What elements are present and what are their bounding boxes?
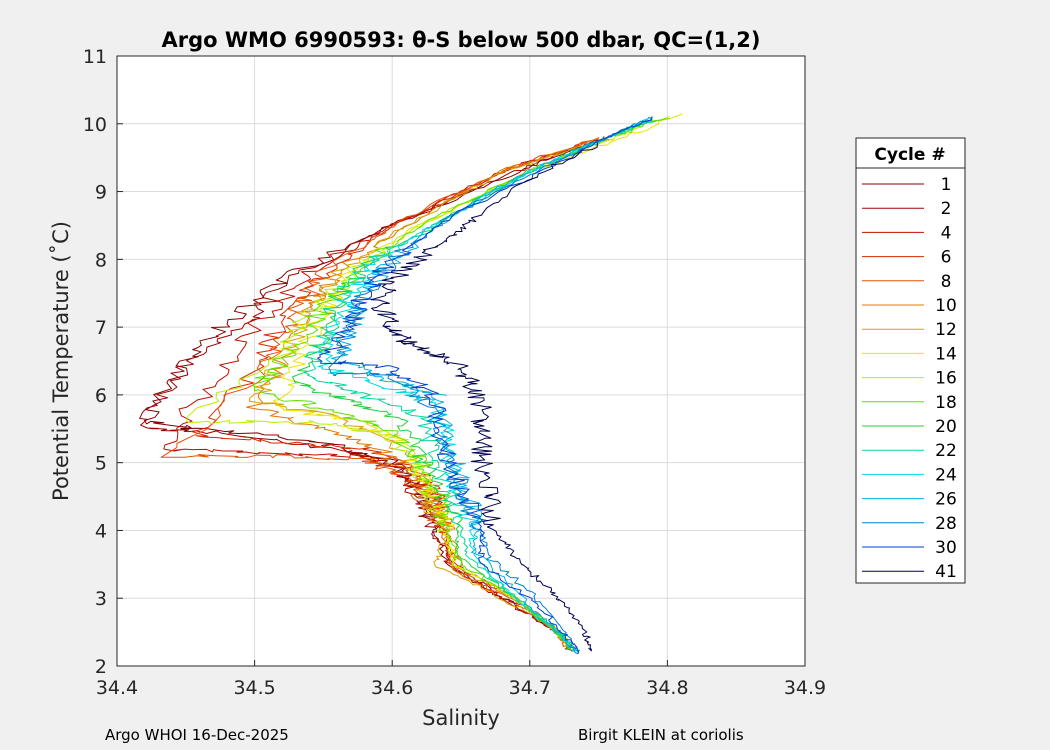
chart-title: Argo WMO 6990593: θ-S below 500 dbar, QC… [162, 28, 761, 52]
series-line-cycle-28 [328, 117, 653, 655]
y-tick-label: 6 [95, 385, 107, 407]
y-tick-label: 5 [95, 453, 107, 475]
legend-label-cycle-4: 4 [941, 223, 952, 243]
series-lines [139, 113, 683, 655]
series-line-cycle-18 [251, 118, 670, 650]
y-tick-label: 8 [95, 249, 107, 271]
legend-label-cycle-1: 1 [941, 175, 952, 195]
y-tick-label: 2 [95, 656, 107, 678]
x-tick-label: 34.7 [509, 677, 551, 699]
legend-title: Cycle # [874, 145, 945, 165]
series-line-cycle-41 [370, 142, 598, 652]
legend-label-cycle-20: 20 [935, 417, 957, 437]
y-tick-label: 4 [95, 520, 107, 542]
legend-label-cycle-41: 41 [935, 562, 957, 582]
series-line-cycle-26 [330, 116, 652, 653]
legend-label-cycle-14: 14 [935, 344, 957, 364]
legend-label-cycle-26: 26 [935, 490, 957, 510]
legend-label-cycle-12: 12 [935, 320, 957, 340]
legend-label-cycle-16: 16 [935, 369, 957, 389]
legend-label-cycle-22: 22 [935, 441, 957, 461]
y-tick-label: 10 [83, 114, 107, 136]
x-tick-label: 34.8 [646, 677, 688, 699]
legend-label-cycle-30: 30 [935, 538, 957, 558]
y-tick-label: 7 [95, 317, 107, 339]
legend-label-cycle-28: 28 [935, 514, 957, 534]
y-axis-label: Potential Temperature (˚C) [49, 221, 73, 501]
legend-label-cycle-8: 8 [941, 272, 952, 292]
legend-label-cycle-2: 2 [941, 199, 952, 219]
legend-label-cycle-10: 10 [935, 296, 957, 316]
series-line-cycle-8 [160, 137, 599, 650]
y-tick-label: 9 [95, 182, 107, 204]
x-tick-label: 34.9 [784, 677, 826, 699]
legend-label-cycle-18: 18 [935, 393, 957, 413]
series-line-cycle-6 [192, 138, 599, 651]
x-tick-label: 34.6 [371, 677, 413, 699]
tick-labels: 34.4 34.5 34.6 34.7 34.8 34.9 2 3 4 5 6 7 8 9 10 11 [83, 46, 826, 699]
legend-label-cycle-24: 24 [935, 465, 957, 485]
x-tick-label: 34.5 [233, 677, 275, 699]
plot-frame [116, 55, 806, 667]
y-tick-label: 11 [83, 46, 107, 68]
y-tick-label: 3 [95, 588, 107, 610]
series-line-cycle-30 [317, 116, 653, 654]
legend-label-cycle-6: 6 [941, 248, 952, 268]
legend-box [855, 137, 966, 584]
series-line-cycle-1 [144, 137, 605, 650]
x-axis-label: Salinity [422, 706, 500, 730]
footer-left: Argo WHOI 16-Dec-2025 [105, 726, 289, 744]
series-line-cycle-2 [139, 136, 605, 652]
x-tick-label: 34.4 [96, 677, 138, 699]
footer-right: Birgit KLEIN at coriolis [578, 726, 744, 744]
